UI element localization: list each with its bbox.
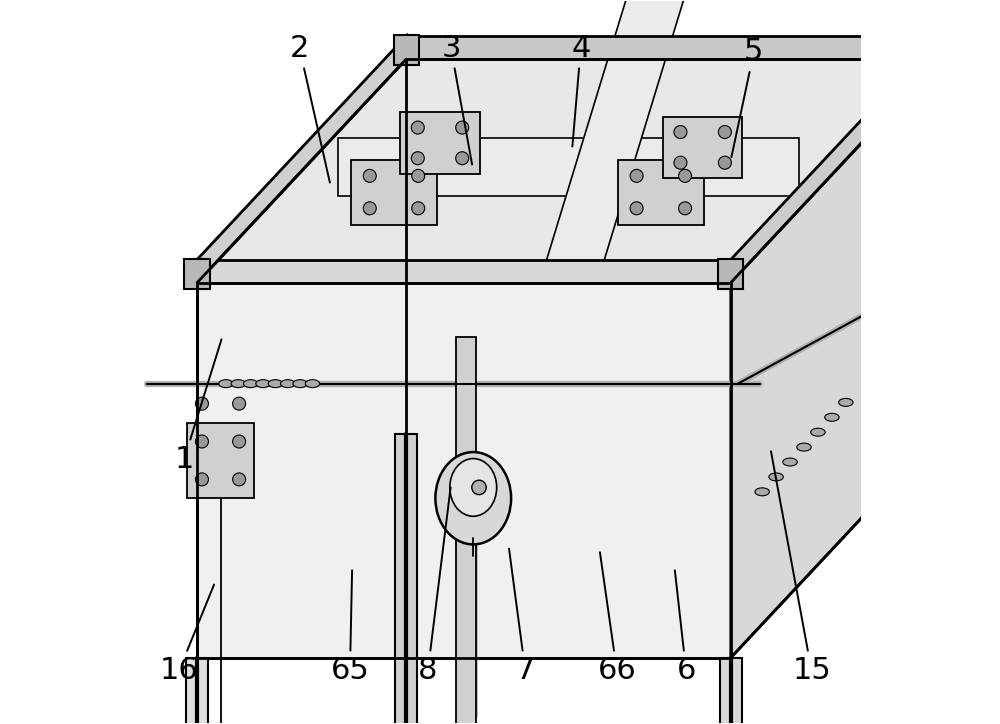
Polygon shape — [720, 657, 742, 724]
Ellipse shape — [256, 379, 270, 387]
Text: 15: 15 — [771, 451, 831, 685]
Polygon shape — [731, 36, 940, 282]
Bar — [186, 657, 208, 724]
Circle shape — [195, 473, 208, 486]
Polygon shape — [395, 434, 417, 724]
Polygon shape — [540, 0, 702, 282]
Polygon shape — [731, 59, 940, 657]
Text: 4: 4 — [571, 34, 590, 146]
Polygon shape — [197, 59, 940, 282]
Circle shape — [892, 216, 905, 230]
Circle shape — [411, 152, 424, 164]
Polygon shape — [406, 36, 940, 59]
Ellipse shape — [281, 379, 295, 387]
Ellipse shape — [435, 452, 511, 544]
Ellipse shape — [219, 379, 233, 387]
Ellipse shape — [769, 473, 783, 481]
Text: 2: 2 — [290, 34, 330, 182]
Bar — [927, 35, 953, 65]
Circle shape — [233, 473, 246, 486]
Circle shape — [195, 435, 208, 448]
Circle shape — [928, 253, 941, 266]
Text: 8: 8 — [418, 487, 451, 685]
Bar — [395, 434, 417, 724]
Text: 6: 6 — [675, 571, 696, 685]
Circle shape — [233, 435, 246, 448]
Polygon shape — [186, 657, 208, 724]
Polygon shape — [197, 36, 406, 282]
Ellipse shape — [450, 458, 497, 516]
Circle shape — [674, 125, 687, 138]
Circle shape — [412, 169, 425, 182]
Circle shape — [892, 253, 905, 266]
Circle shape — [679, 202, 692, 215]
Bar — [456, 337, 476, 724]
Circle shape — [630, 202, 643, 215]
Text: 5: 5 — [731, 38, 764, 157]
Bar — [718, 258, 743, 289]
Bar — [720, 657, 742, 724]
Bar — [618, 159, 704, 224]
Bar — [400, 112, 480, 174]
Ellipse shape — [839, 398, 853, 406]
Polygon shape — [197, 282, 731, 657]
Circle shape — [363, 169, 376, 182]
Circle shape — [233, 397, 246, 410]
Ellipse shape — [755, 488, 769, 496]
Circle shape — [928, 216, 941, 230]
Circle shape — [630, 169, 643, 182]
Circle shape — [411, 121, 424, 134]
Polygon shape — [338, 138, 799, 196]
Bar — [929, 434, 951, 724]
Polygon shape — [929, 434, 951, 724]
Text: 16: 16 — [160, 584, 214, 685]
Text: 3: 3 — [441, 34, 472, 164]
Ellipse shape — [293, 379, 307, 387]
Bar — [885, 206, 948, 277]
Ellipse shape — [231, 379, 246, 387]
Circle shape — [718, 156, 731, 169]
Circle shape — [679, 169, 692, 182]
Circle shape — [363, 202, 376, 215]
Ellipse shape — [783, 458, 797, 466]
Text: 66: 66 — [597, 552, 636, 685]
Ellipse shape — [268, 379, 283, 387]
Ellipse shape — [825, 413, 839, 421]
Ellipse shape — [305, 379, 320, 387]
Bar — [187, 423, 254, 498]
Text: 7: 7 — [509, 549, 535, 685]
Bar — [351, 159, 437, 224]
Ellipse shape — [243, 379, 258, 387]
Circle shape — [472, 480, 486, 494]
Text: 1: 1 — [174, 340, 222, 474]
Circle shape — [674, 156, 687, 169]
Bar — [394, 35, 419, 65]
Circle shape — [412, 202, 425, 215]
Ellipse shape — [811, 428, 825, 436]
Bar — [184, 258, 210, 289]
Ellipse shape — [797, 443, 811, 451]
Circle shape — [195, 397, 208, 410]
Circle shape — [456, 152, 469, 164]
Bar — [663, 117, 742, 178]
Polygon shape — [197, 260, 731, 282]
Circle shape — [718, 125, 731, 138]
Text: 65: 65 — [331, 571, 369, 685]
Circle shape — [456, 121, 469, 134]
